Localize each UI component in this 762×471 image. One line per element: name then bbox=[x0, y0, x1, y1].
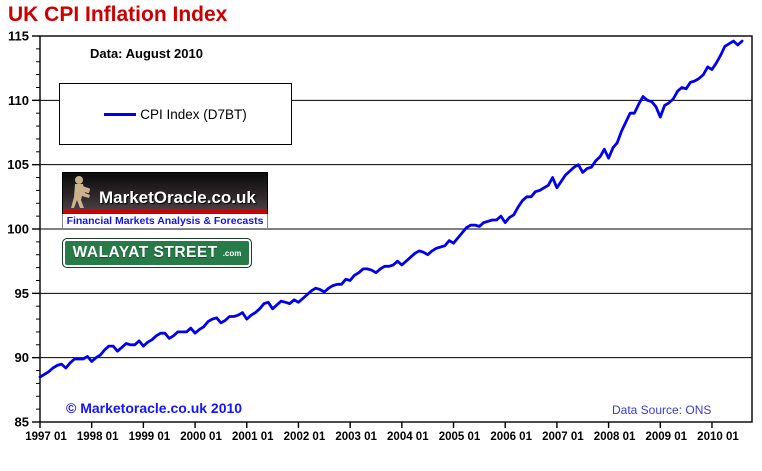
x-tick-label-7: 2004 01 bbox=[387, 431, 429, 443]
cpi-series-line bbox=[38, 39, 744, 379]
marketoracle-banner: MarketOracle.co.uk bbox=[62, 172, 268, 210]
legend-label: CPI Index (D7BT) bbox=[140, 106, 247, 122]
legend-box: CPI Index (D7BT) bbox=[59, 83, 292, 145]
x-tick-label-6: 2003 01 bbox=[335, 431, 377, 443]
x-tick-label-9: 2006 01 bbox=[490, 431, 532, 443]
marketoracle-tagline: Financial Markets Analysis & Forecasts bbox=[62, 214, 268, 229]
y-tick-label-100: 100 bbox=[7, 222, 29, 237]
copyright-label: © Marketoracle.co.uk 2010 bbox=[66, 400, 243, 416]
x-tick-label-8: 2005 01 bbox=[439, 431, 481, 443]
x-tick-label-13: 2010 01 bbox=[697, 431, 739, 443]
y-tick-label-90: 90 bbox=[15, 350, 29, 365]
y-tick-label-115: 115 bbox=[8, 29, 29, 44]
x-tick-label-5: 2002 01 bbox=[284, 431, 326, 443]
x-tick-label-1: 1998 01 bbox=[77, 431, 119, 443]
x-tick-label-0: 1997 01 bbox=[25, 431, 67, 443]
walayat-street-name: WALAYAT STREET bbox=[72, 244, 218, 261]
y-tick-label-85: 85 bbox=[15, 415, 29, 430]
marketoracle-red-stripe bbox=[62, 210, 268, 214]
x-tick-label-4: 2001 01 bbox=[232, 431, 274, 443]
marketoracle-figure-icon bbox=[71, 176, 91, 208]
y-tick-label-105: 105 bbox=[7, 157, 29, 172]
data-source-label: Data Source: ONS bbox=[612, 403, 712, 417]
walayat-street-suffix: .com bbox=[222, 248, 242, 258]
x-tick-label-11: 2008 01 bbox=[594, 431, 636, 443]
walayat-street-sign: WALAYAT STREET .com bbox=[62, 238, 252, 268]
data-asof-label: Data: August 2010 bbox=[90, 46, 203, 61]
page-title: UK CPI Inflation Index bbox=[8, 3, 228, 26]
marketoracle-logo: MarketOracle.co.uk Financial Markets Ana… bbox=[62, 172, 268, 229]
y-tick-label-95: 95 bbox=[15, 286, 29, 301]
marketoracle-name: MarketOracle.co.uk bbox=[99, 188, 256, 207]
x-tick-label-3: 2000 01 bbox=[180, 431, 222, 443]
y-tick-label-110: 110 bbox=[8, 93, 29, 108]
x-tick-label-12: 2009 01 bbox=[645, 431, 687, 443]
x-tick-label-2: 1999 01 bbox=[129, 431, 171, 443]
legend-line-swatch bbox=[104, 112, 137, 116]
x-tick-label-10: 2007 01 bbox=[542, 431, 584, 443]
